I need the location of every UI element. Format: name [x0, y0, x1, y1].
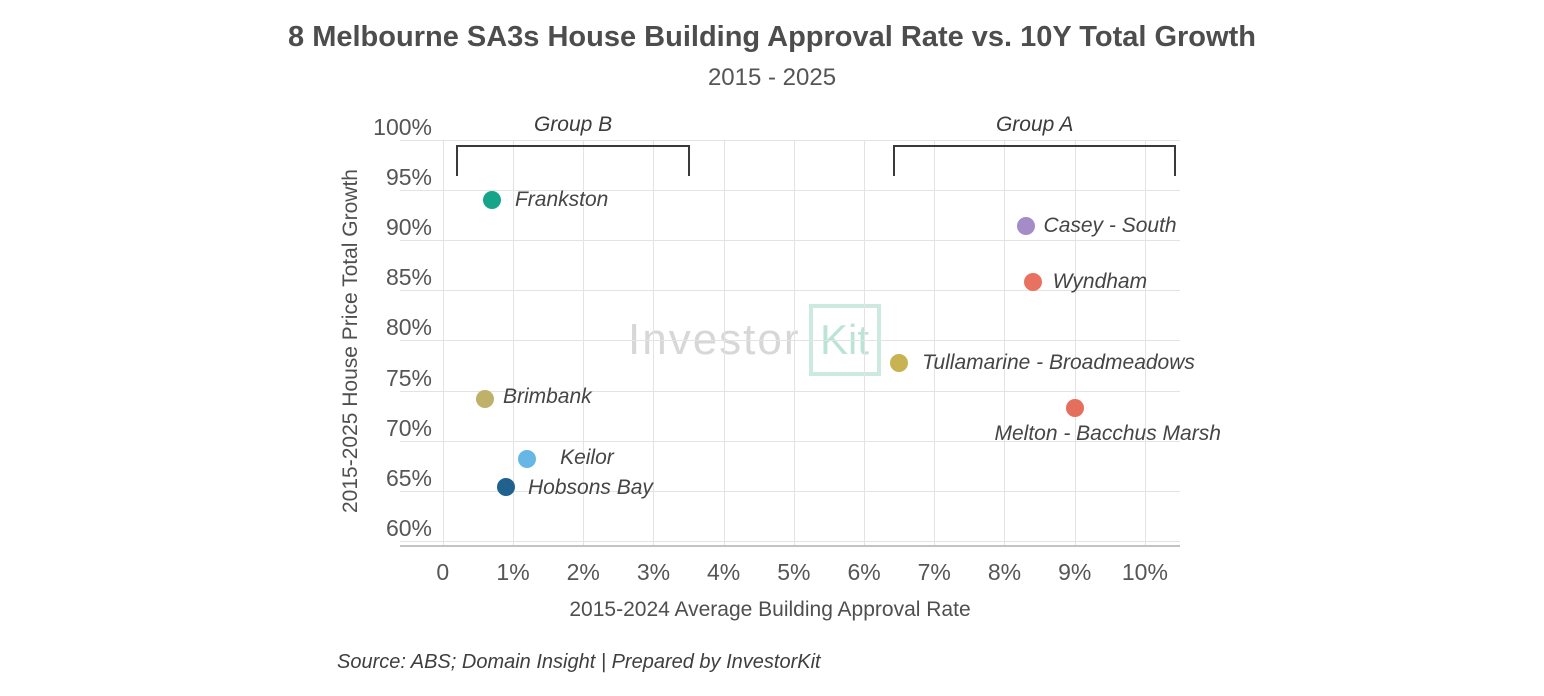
- x-tick-label: 1%: [496, 559, 530, 585]
- x-gridline: [723, 140, 725, 545]
- chart-title: 8 Melbourne SA3s House Building Approval…: [288, 21, 1256, 53]
- y-gridline: [400, 540, 1180, 542]
- bracket-end-right: [687, 145, 690, 176]
- y-gridline: [400, 240, 1180, 242]
- y-gridline: [400, 390, 1180, 392]
- group-bracket: [456, 145, 690, 178]
- x-gridline: [864, 140, 866, 545]
- plot-area: [400, 140, 1180, 547]
- bracket-end-right: [1174, 145, 1177, 176]
- y-gridline: [400, 290, 1180, 292]
- data-point-dot: [1016, 217, 1035, 236]
- x-tick-label: 4%: [707, 559, 741, 585]
- x-gridline: [1004, 140, 1006, 545]
- data-point-dot: [475, 389, 494, 408]
- x-tick-label: 8%: [987, 559, 1022, 585]
- x-axis-title: 2015-2024 Average Building Approval Rate: [569, 598, 971, 621]
- x-tick-label: 9%: [1058, 559, 1092, 585]
- y-tick-label: 80%: [385, 314, 432, 341]
- y-gridline: [400, 190, 1180, 192]
- source-note: Source: ABS; Domain Insight | Prepared b…: [337, 651, 821, 673]
- x-tick-label: 6%: [847, 559, 881, 585]
- data-point-label: Frankston: [514, 188, 609, 212]
- data-point-dot: [518, 449, 537, 468]
- data-point-dot: [1023, 273, 1042, 292]
- data-point-label: Brimbank: [502, 384, 592, 408]
- x-gridline: [793, 140, 795, 545]
- chart-subtitle: 2015 - 2025: [707, 64, 837, 91]
- data-point-label: Melton - Bacchus Marsh: [994, 421, 1221, 445]
- y-tick-label: 85%: [385, 264, 432, 291]
- x-tick-label: 10%: [1121, 559, 1168, 585]
- data-point-label: Wyndham: [1052, 270, 1148, 294]
- y-tick-label: 95%: [385, 164, 432, 191]
- x-tick-label: 0: [436, 559, 450, 585]
- y-tick-label: 100%: [373, 114, 432, 140]
- data-point-label: Keilor: [560, 445, 614, 469]
- data-point-dot: [890, 353, 909, 372]
- x-gridline: [1074, 140, 1076, 545]
- bracket-end-left: [456, 145, 459, 176]
- x-tick-label: 5%: [777, 559, 811, 585]
- y-tick-label: 90%: [385, 214, 432, 241]
- group-label: Group B: [533, 113, 613, 136]
- y-tick-label: 70%: [385, 414, 432, 441]
- y-tick-label: 75%: [385, 364, 432, 391]
- data-point-dot: [1065, 398, 1084, 417]
- x-gridline: [1144, 140, 1146, 545]
- y-gridline: [400, 340, 1180, 342]
- data-point-dot: [497, 477, 515, 496]
- y-tick-label: 60%: [385, 514, 432, 541]
- x-tick-label: 7%: [917, 559, 951, 585]
- x-gridline: [583, 140, 585, 545]
- group-bracket: [892, 145, 1177, 178]
- bracket-end-left: [892, 145, 895, 176]
- x-gridline: [513, 140, 515, 545]
- x-tick-label: 2%: [566, 559, 600, 585]
- y-gridline: [400, 140, 1180, 141]
- data-point-dot: [482, 191, 501, 210]
- group-label: Group A: [995, 113, 1074, 136]
- y-tick-label: 65%: [385, 464, 432, 491]
- data-point-label: Tullamarine - Broadmeadows: [922, 350, 1195, 374]
- x-gridline: [442, 140, 444, 545]
- y-gridline: [400, 490, 1180, 492]
- data-point-label: Hobsons Bay: [528, 475, 653, 499]
- x-gridline: [653, 140, 655, 545]
- data-point-label: Casey - South: [1043, 214, 1177, 238]
- x-tick-label: 3%: [636, 559, 671, 585]
- y-gridline: [400, 440, 1180, 442]
- x-gridline: [934, 140, 936, 545]
